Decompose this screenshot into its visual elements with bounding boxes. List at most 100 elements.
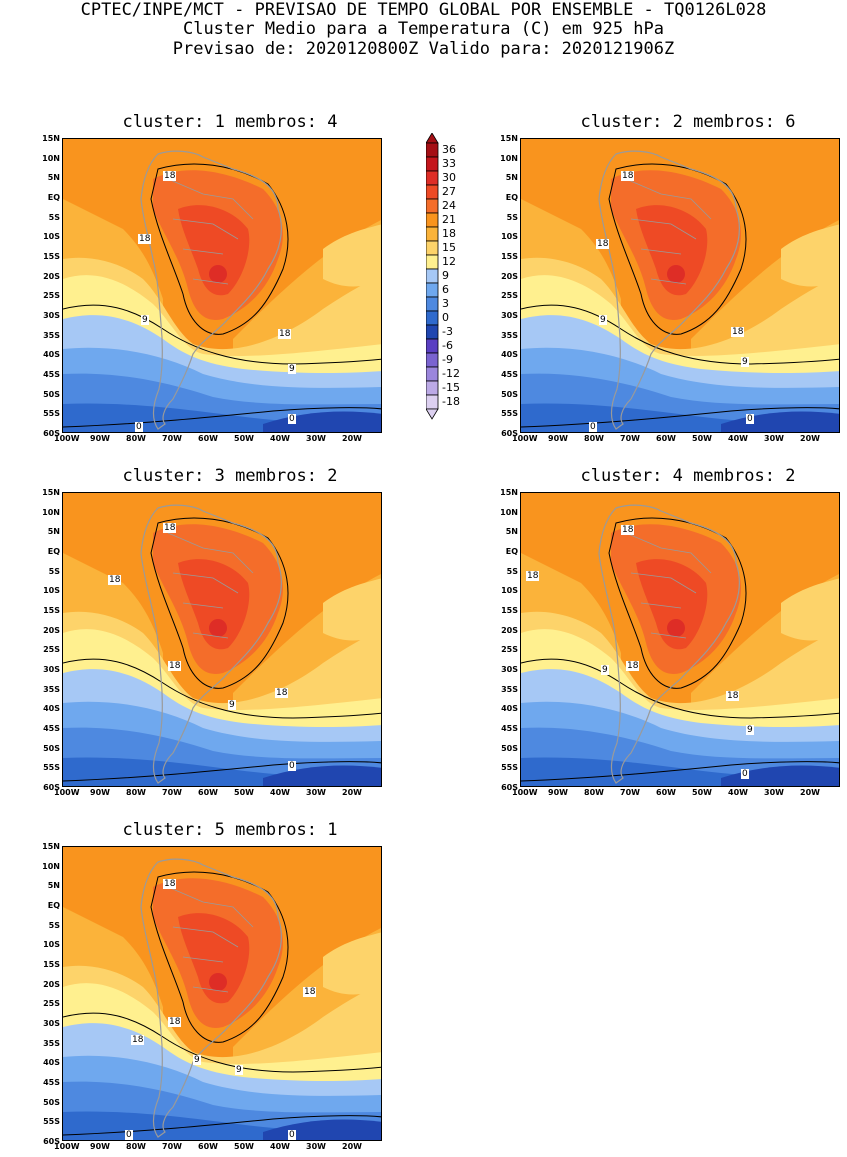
contour-label: 18 xyxy=(596,239,610,249)
lat-tick-label: 10S xyxy=(43,232,60,242)
lat-tick-label: 45S xyxy=(43,724,60,733)
lon-tick-label: 90W xyxy=(90,1142,110,1151)
colorbar-level-label: 21 xyxy=(442,213,456,226)
lon-tick-label: 60W xyxy=(656,788,676,797)
lon-tick-label: 100W xyxy=(54,1142,80,1151)
lon-tick-label: 40W xyxy=(270,788,290,797)
lat-tick-label: 10N xyxy=(500,153,518,163)
contour-label: 18 xyxy=(131,1035,145,1045)
contour-label: 18 xyxy=(303,987,317,997)
colorbar-level-label: 9 xyxy=(442,269,449,282)
lon-tick-label: 20W xyxy=(800,434,820,443)
contour-label: 18 xyxy=(278,329,292,339)
lat-tick-label: 55S xyxy=(501,409,518,419)
lat-tick-label: 5N xyxy=(47,173,60,183)
temperature-map: 18 18 9 18 9 0 0 xyxy=(520,138,840,433)
lon-tick-label: 60W xyxy=(656,434,676,443)
contour-label: 18 xyxy=(163,171,177,181)
lat-tick-label: 35S xyxy=(43,330,60,340)
lat-tick-label: 5S xyxy=(48,920,60,930)
colorbar-level-label: 3 xyxy=(442,297,449,310)
figure-subtitle: Cluster Medio para a Temperatura (C) em … xyxy=(182,19,665,39)
lon-tick-label: 90W xyxy=(548,434,568,443)
lon-tick-label: 30W xyxy=(764,434,784,443)
contour-label: 18 xyxy=(726,691,740,701)
lat-tick-label: 55S xyxy=(43,763,60,773)
colorbar-level-label: -18 xyxy=(442,395,460,408)
lat-tick-label: 5S xyxy=(506,212,518,222)
lon-tick-label: 100W xyxy=(512,788,538,797)
lat-tick-label: 20S xyxy=(501,625,518,635)
contour-label: 18 xyxy=(626,661,640,671)
lat-tick-label: 15N xyxy=(42,842,60,851)
lat-tick-label: 15N xyxy=(500,488,518,497)
lat-tick-label: 35S xyxy=(501,684,518,694)
lat-tick-label: 10N xyxy=(42,861,60,871)
lat-tick-label: 50S xyxy=(43,389,60,399)
lat-tick-label: 15S xyxy=(43,252,60,261)
panel-title: cluster: 2 membros: 6 xyxy=(580,112,796,132)
contour-label: 0 xyxy=(288,414,296,424)
contour-label: 0 xyxy=(288,761,296,771)
lat-tick-label: 30S xyxy=(501,665,518,674)
lat-tick-label: 10S xyxy=(43,940,60,950)
lat-tick-label: 55S xyxy=(501,763,518,773)
contour-label: 0 xyxy=(589,422,597,432)
lon-tick-label: 50W xyxy=(234,1142,254,1151)
lon-tick-label: 80W xyxy=(126,434,146,443)
lat-tick-label: 25S xyxy=(43,291,60,301)
lon-tick-label: 70W xyxy=(162,1142,182,1151)
lon-tick-label: 20W xyxy=(342,788,362,797)
lat-tick-label: 30S xyxy=(43,311,60,320)
lon-tick-label: 30W xyxy=(306,1142,326,1151)
lat-tick-label: 45S xyxy=(43,370,60,379)
lat-tick-label: 15S xyxy=(43,606,60,615)
lat-tick-label: 60S xyxy=(501,429,518,438)
lat-tick-label: 20S xyxy=(43,271,60,281)
contour-label: 0 xyxy=(288,1130,296,1140)
panel-title: cluster: 1 membros: 4 xyxy=(122,112,338,132)
lat-tick-label: 50S xyxy=(43,1097,60,1107)
contour-label: 0 xyxy=(135,422,143,432)
colorbar-level-label: 18 xyxy=(442,227,456,240)
colorbar-level-label: 30 xyxy=(442,171,456,184)
lon-tick-label: 30W xyxy=(764,788,784,797)
colorbar-level-label: 15 xyxy=(442,241,456,254)
lon-tick-label: 50W xyxy=(692,434,712,443)
lat-tick-label: 55S xyxy=(43,1117,60,1127)
colorbar-level-label: 0 xyxy=(442,311,449,324)
lat-tick-label: 60S xyxy=(43,1137,60,1146)
colorbar-level-label: 12 xyxy=(442,255,456,268)
lat-tick-label: 20S xyxy=(43,625,60,635)
lat-tick-label: 15S xyxy=(43,960,60,969)
lat-tick-label: 40S xyxy=(501,704,518,714)
forecast-dates: Previsao de: 2020120800Z Valido para: 20… xyxy=(172,39,675,59)
lon-tick-label: 60W xyxy=(198,434,218,443)
lat-tick-label: 60S xyxy=(43,429,60,438)
contour-label: 0 xyxy=(746,414,754,424)
contour-label: 18 xyxy=(163,523,177,533)
contour-label: 9 xyxy=(746,725,754,735)
lat-tick-label: 5N xyxy=(505,173,518,183)
lat-tick-label: 10S xyxy=(43,586,60,596)
lat-tick-label: 25S xyxy=(43,645,60,655)
lat-tick-label: 50S xyxy=(501,389,518,399)
lat-tick-label: EQ xyxy=(47,901,60,910)
lat-tick-label: 20S xyxy=(43,979,60,989)
lat-tick-label: 5S xyxy=(506,566,518,576)
figure-title: CPTEC/INPE/MCT - PREVISAO DE TEMPO GLOBA… xyxy=(80,0,767,20)
colorbar-level-label: -6 xyxy=(442,339,453,352)
lat-tick-label: 25S xyxy=(501,645,518,655)
contour-label: 18 xyxy=(168,1017,182,1027)
lat-tick-label: 20S xyxy=(501,271,518,281)
lon-tick-label: 60W xyxy=(198,788,218,797)
lon-tick-label: 70W xyxy=(620,434,640,443)
contour-label: 9 xyxy=(599,315,607,325)
colorbar: 36 33 30 27 24 21 18 15 12 9 6 3 0 -3 -6 -9 -12 -15 -18 xyxy=(420,133,480,443)
lat-tick-label: EQ xyxy=(47,547,60,556)
lat-tick-label: 60S xyxy=(43,783,60,792)
lon-tick-label: 60W xyxy=(198,1142,218,1151)
lon-tick-label: 70W xyxy=(162,788,182,797)
contour-label: 9 xyxy=(288,364,296,374)
contour-label: 0 xyxy=(125,1130,133,1140)
